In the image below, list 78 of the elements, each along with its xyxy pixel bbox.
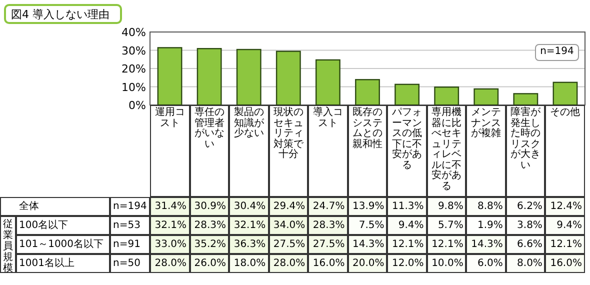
category: 現状のセキュリティ対策で十分 bbox=[268, 105, 308, 197]
cell: 3.8% bbox=[506, 216, 546, 235]
y-tick-label: 30% bbox=[122, 44, 146, 58]
cell: 29.4% bbox=[268, 197, 308, 216]
category: パフォーマンスの低下に不安がある bbox=[387, 105, 427, 197]
bar bbox=[276, 50, 301, 106]
annotation: 従業員規模 bbox=[0, 216, 16, 273]
bar bbox=[434, 86, 460, 106]
bar bbox=[394, 84, 420, 106]
cell: 16.0% bbox=[308, 254, 348, 273]
cell: 27.5% bbox=[268, 235, 308, 254]
cell: 33.0% bbox=[150, 235, 190, 254]
category: 専任の管理者がいない bbox=[190, 105, 230, 197]
cell: 16.0% bbox=[545, 254, 585, 273]
cell: 30.9% bbox=[190, 197, 230, 216]
cell: 10.0% bbox=[426, 254, 466, 273]
cell: 12.1% bbox=[387, 235, 427, 254]
cell: 13.9% bbox=[348, 197, 388, 216]
bar bbox=[355, 79, 380, 106]
cell: 9.4% bbox=[387, 216, 427, 235]
cell: 6.2% bbox=[506, 197, 546, 216]
row-label: 1001名以上 bbox=[16, 254, 110, 273]
bar bbox=[157, 47, 182, 106]
cell: 36.3% bbox=[229, 235, 269, 254]
cell: 5.7% bbox=[426, 216, 466, 235]
cell: 7.5% bbox=[348, 216, 388, 235]
row-label: 101～1000名以下 bbox=[16, 235, 110, 254]
row-label: 100名以下 bbox=[16, 216, 110, 235]
category: その他 bbox=[545, 105, 585, 197]
cell: 8.8% bbox=[466, 197, 506, 216]
y-tick-label: 10% bbox=[122, 80, 146, 94]
cell: 26.0% bbox=[190, 254, 230, 273]
cell: 8.0% bbox=[506, 254, 546, 273]
cell: 12.0% bbox=[387, 254, 427, 273]
cell: 12.1% bbox=[545, 235, 585, 254]
category: 運用コスト bbox=[150, 105, 190, 197]
cell: 12.4% bbox=[545, 197, 585, 216]
y-tick-label: 0% bbox=[128, 99, 146, 112]
y-tick-label: 40% bbox=[122, 26, 146, 39]
cell: 9.4% bbox=[545, 216, 585, 235]
cell: 12.1% bbox=[426, 235, 466, 254]
cell: 1.9% bbox=[466, 216, 506, 235]
cell: 32.1% bbox=[150, 216, 190, 235]
cell: 6.0% bbox=[466, 254, 506, 273]
category: 製品の知識が少ない bbox=[229, 105, 269, 197]
cell: 34.0% bbox=[268, 216, 308, 235]
bar bbox=[315, 59, 340, 106]
cell: 24.7% bbox=[308, 197, 348, 216]
cell: 35.2% bbox=[190, 235, 230, 254]
cell: 14.3% bbox=[348, 235, 388, 254]
cell: 31.4% bbox=[150, 197, 190, 216]
cell: 18.0% bbox=[229, 254, 269, 273]
cell: 32.1% bbox=[229, 216, 269, 235]
bar bbox=[236, 48, 262, 106]
category: メンテナンスが複雑 bbox=[466, 105, 506, 197]
cell: 14.3% bbox=[466, 235, 506, 254]
category: 障害が発生した時のリスクが大きい bbox=[506, 105, 546, 197]
bar bbox=[513, 93, 538, 106]
bar bbox=[196, 48, 222, 106]
bar bbox=[552, 82, 578, 106]
row-label: 全体 bbox=[0, 197, 110, 216]
cell: 28.0% bbox=[150, 254, 190, 273]
cell: 20.0% bbox=[348, 254, 388, 273]
cell: 9.8% bbox=[426, 197, 466, 216]
bar bbox=[474, 88, 499, 106]
category: 導入コスト bbox=[308, 105, 348, 197]
y-tick-label: 20% bbox=[122, 62, 146, 76]
cell: 28.3% bbox=[190, 216, 230, 235]
annotation: n=194 bbox=[535, 44, 579, 61]
cell: 30.4% bbox=[229, 197, 269, 216]
cell: 27.5% bbox=[308, 235, 348, 254]
cell: 11.3% bbox=[387, 197, 427, 216]
title: 図4 導入しない理由 bbox=[4, 4, 122, 24]
cell: 6.6% bbox=[506, 235, 546, 254]
category: 既存のシステムとの親和性 bbox=[348, 105, 388, 197]
category: 専用機器に比べセキュリティレベルに不安がある bbox=[426, 105, 466, 197]
cell: 28.3% bbox=[308, 216, 348, 235]
cell: 28.0% bbox=[268, 254, 308, 273]
